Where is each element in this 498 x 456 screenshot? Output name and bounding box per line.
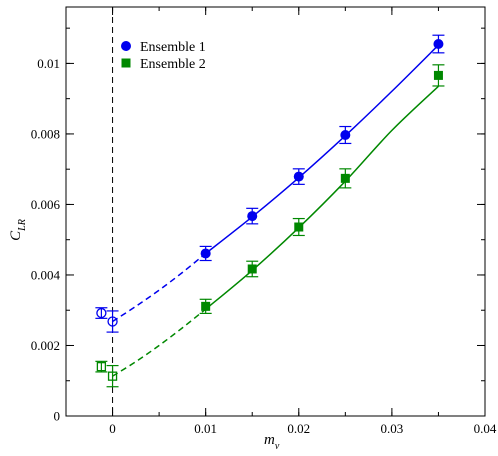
series-1-point — [433, 39, 444, 50]
series-1-extrapolated-point — [107, 316, 118, 327]
y-tick-label: 0.006 — [31, 197, 61, 212]
x-tick-label: 0 — [109, 421, 116, 436]
series-1-extrapolated-point — [96, 307, 107, 319]
series-1-points — [95, 34, 445, 333]
series-2-points — [95, 64, 445, 388]
plot-frame — [65, 6, 486, 417]
x-tick-label: 0.01 — [194, 421, 217, 436]
series-1-point — [200, 248, 211, 259]
series-2-point — [247, 264, 257, 274]
legend-label-ensemble-2: Ensemble 2 — [140, 57, 206, 72]
y-tick-label: 0.01 — [37, 56, 60, 71]
legend: Ensemble 1 Ensemble 2 — [121, 40, 206, 72]
series-1-point — [340, 129, 351, 140]
data-points-layer — [95, 34, 445, 388]
y-axis-title-subscript: LR — [17, 219, 28, 232]
legend-marker-ensemble-1 — [121, 41, 131, 51]
x-axis-title-subscript: v — [275, 441, 280, 452]
fit-lines-layer — [112, 44, 439, 377]
series-1-point — [293, 171, 304, 182]
series-2-point — [433, 70, 443, 80]
x-axis-title-main: m — [264, 432, 275, 448]
legend-marker-ensemble-2 — [121, 58, 131, 68]
series-2-fit-line — [205, 85, 439, 310]
y-tick-label: 0.002 — [31, 338, 60, 353]
series-2-point — [340, 173, 350, 183]
x-tick-label: 0.04 — [474, 421, 497, 436]
y-tick-label: 0 — [54, 409, 61, 424]
series-2-extrapolated-point — [96, 361, 107, 372]
ticks-layer: 0 0.01 0.02 0.03 0.04 0 0.002 0.004 0.006 0.008 0.… — [31, 7, 497, 436]
y-axis-title-group: CLR — [8, 219, 28, 241]
series-2-extrapolated-point — [107, 371, 118, 381]
series-1-extrapolation-line — [112, 252, 207, 323]
x-tick-label: 0.03 — [381, 421, 404, 436]
series-1-point — [247, 211, 258, 222]
series-2-point — [201, 301, 211, 311]
series-1-fit-line — [205, 44, 439, 255]
legend-label-ensemble-1: Ensemble 1 — [140, 40, 206, 55]
series-2-extrapolation-line — [112, 308, 207, 377]
y-axis-title-main: C — [8, 230, 24, 241]
x-axis-title: mv — [264, 432, 280, 452]
series-2-point — [294, 222, 304, 232]
y-tick-label: 0.008 — [31, 126, 60, 141]
x-tick-label: 0.02 — [287, 421, 310, 436]
y-axis-title: CLR — [8, 219, 28, 241]
y-tick-label: 0.004 — [31, 267, 61, 282]
